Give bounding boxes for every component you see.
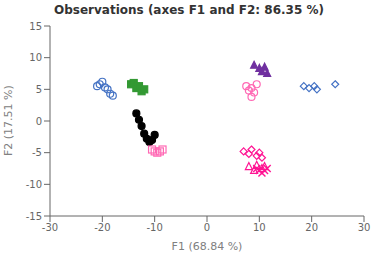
- svg-text:-30: -30: [42, 222, 58, 233]
- svg-text:0: 0: [36, 116, 42, 127]
- svg-text:-5: -5: [32, 147, 42, 158]
- svg-text:20: 20: [305, 222, 318, 233]
- svg-text:15: 15: [29, 21, 42, 32]
- svg-text:-10: -10: [146, 222, 162, 233]
- svg-text:-20: -20: [94, 222, 110, 233]
- svg-text:30: 30: [358, 222, 370, 233]
- svg-text:F1 (68.84 %): F1 (68.84 %): [172, 240, 243, 253]
- svg-text:-10: -10: [26, 179, 42, 190]
- svg-text:5: 5: [36, 84, 42, 95]
- svg-text:10: 10: [253, 222, 266, 233]
- svg-text:0: 0: [204, 222, 210, 233]
- svg-text:10: 10: [29, 52, 42, 63]
- html-text:Observations (axes F1 and F2:: Observations (axes F1 and F2: 86.35 %): [54, 3, 324, 17]
- svg-text:F2 (17.51 %): F2 (17.51 %): [8, 85, 15, 156]
- svg-text:-15: -15: [26, 211, 42, 222]
